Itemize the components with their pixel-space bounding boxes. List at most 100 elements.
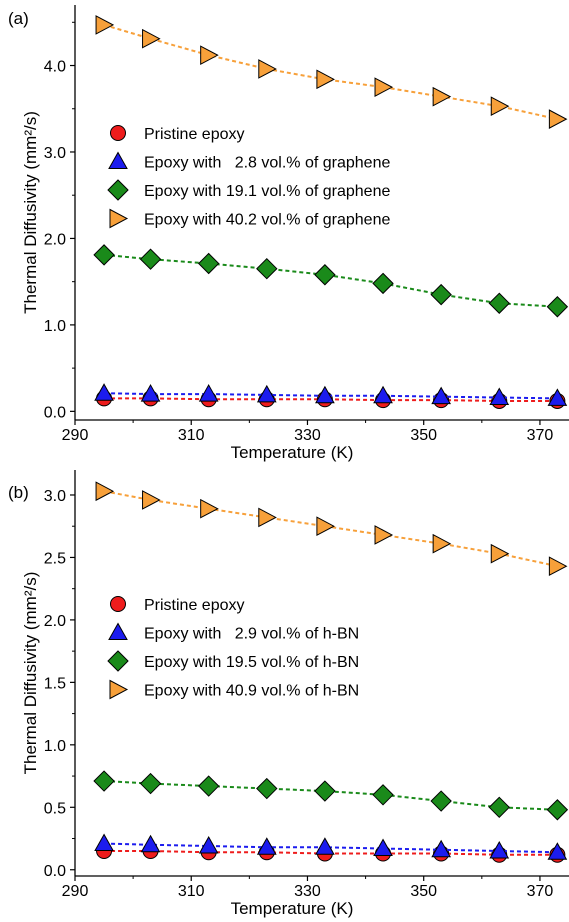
legend-label: Epoxy with 19.1 vol.% of graphene — [144, 183, 390, 200]
legend-marker — [107, 650, 129, 672]
x-tick-label: 350 — [410, 427, 437, 444]
data-point — [374, 77, 394, 97]
data-point — [372, 784, 394, 806]
data-point — [258, 507, 277, 528]
legend-label: Epoxy with 40.9 vol.% of h-BN — [144, 683, 359, 700]
series-2 — [93, 244, 569, 318]
chart-panel-a: (a) 290 310 330 350 370 0.0 1.0 2.0 3.0 4.0 Tempera… — [8, 5, 569, 462]
x-tick-label: 370 — [527, 883, 554, 900]
data-point — [431, 839, 451, 858]
panel-label: (a) — [8, 9, 29, 28]
series-1 — [94, 383, 568, 406]
legend-marker — [108, 622, 128, 640]
data-point — [140, 384, 161, 402]
data-point — [372, 272, 394, 295]
data-point — [546, 296, 569, 318]
legend-label: Epoxy with 2.9 vol.% of h-BN — [144, 626, 359, 643]
y-tick-label: 4.0 — [44, 59, 66, 76]
data-point — [547, 842, 568, 860]
data-point — [95, 481, 115, 502]
legend-marker — [109, 208, 129, 229]
y-tick-label: 1.0 — [44, 738, 66, 755]
series-2 — [93, 770, 569, 821]
data-point — [142, 490, 161, 510]
data-point — [256, 777, 278, 800]
data-point — [197, 775, 220, 797]
series-3 — [95, 481, 568, 577]
y-tick-label: 3.0 — [44, 488, 66, 505]
x-tick-label: 310 — [178, 427, 205, 444]
panel-label: (b) — [8, 483, 29, 502]
data-point — [430, 790, 452, 812]
data-point — [547, 388, 568, 406]
data-point — [256, 384, 277, 403]
series-line — [103, 23, 558, 121]
series-3 — [95, 15, 568, 129]
series-line — [103, 490, 558, 568]
data-point — [546, 799, 569, 821]
y-tick-label: 1.5 — [44, 675, 66, 692]
data-point — [200, 498, 219, 519]
data-point — [489, 840, 510, 859]
data-point — [256, 257, 278, 280]
data-point — [315, 385, 335, 404]
legend-marker — [110, 125, 126, 141]
y-tick-label: 3.0 — [44, 145, 66, 162]
x-axis-label: Temperature (K) — [231, 443, 354, 462]
legend: Pristine epoxy Epoxy with 2.9 vol.% of h-… — [107, 596, 359, 700]
data-point — [489, 387, 510, 406]
data-point — [373, 385, 393, 404]
legend-marker — [107, 179, 129, 201]
data-point — [314, 264, 336, 286]
data-point — [93, 244, 115, 266]
data-point — [488, 292, 510, 314]
data-point — [256, 837, 277, 855]
y-axis-label: Thermal Diffusivity (mm²/s) — [21, 111, 40, 314]
legend-label: Epoxy with 2.8 vol.% of graphene — [144, 155, 390, 172]
y-tick-label: 0.0 — [44, 404, 66, 421]
y-tick-label: 2.0 — [44, 613, 66, 630]
data-point — [94, 833, 114, 852]
data-point — [140, 834, 161, 853]
legend-label: Pristine epoxy — [144, 597, 245, 614]
data-point — [94, 383, 114, 401]
data-point — [197, 252, 220, 275]
data-point — [488, 796, 510, 818]
data-point — [198, 835, 219, 854]
y-tick-label: 0.0 — [44, 863, 66, 880]
chart-panel-b: (b) 290 310 330 350 370 0.0 0.5 1.0 1.5 2.0 2.5 3.0 T… — [8, 470, 569, 918]
data-point — [490, 543, 510, 564]
data-point — [430, 283, 452, 306]
x-tick-label: 330 — [294, 883, 321, 900]
data-point — [316, 516, 335, 537]
data-point — [316, 69, 335, 90]
data-point — [432, 533, 452, 554]
data-point — [432, 86, 452, 107]
data-point — [258, 59, 277, 79]
y-tick-label: 0.5 — [44, 800, 66, 817]
y-tick-label: 2.0 — [44, 231, 66, 248]
y-axis-label: Thermal Diffusivity (mm²/s) — [21, 572, 40, 775]
x-tick-label: 310 — [178, 883, 205, 900]
y-tick-label: 2.5 — [44, 550, 66, 567]
data-point — [548, 109, 568, 129]
data-point — [490, 96, 510, 116]
legend-marker — [110, 596, 126, 612]
x-tick-label: 290 — [62, 427, 89, 444]
data-point — [431, 386, 451, 405]
data-point — [142, 28, 161, 49]
x-tick-label: 370 — [527, 427, 554, 444]
data-point — [200, 45, 219, 65]
x-tick-label: 290 — [62, 883, 89, 900]
data-point — [314, 780, 336, 802]
legend-marker — [108, 151, 128, 169]
x-tick-label: 350 — [410, 883, 437, 900]
x-axis-label: Temperature (K) — [231, 899, 354, 918]
data-point — [95, 15, 115, 35]
series-line — [103, 253, 558, 308]
legend-marker — [109, 679, 129, 700]
series-1 — [94, 833, 568, 860]
data-point — [198, 384, 219, 402]
legend-label: Epoxy with 40.2 vol.% of graphene — [144, 212, 390, 229]
